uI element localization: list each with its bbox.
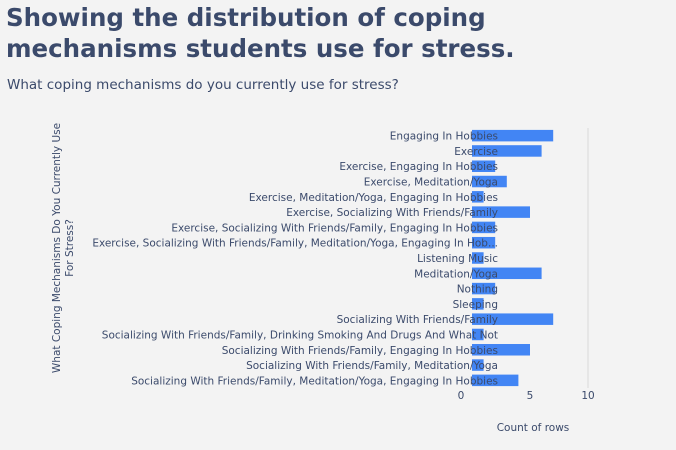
bars — [472, 129, 554, 387]
bar-2[interactable] — [472, 160, 496, 172]
category-label-2: Exercise, Engaging In Hobbies — [339, 161, 498, 173]
x-tick-10: 10 — [581, 390, 594, 402]
category-label-16: Socializing With Friends/Family, Meditat… — [131, 375, 498, 387]
category-labels: Engaging In Hobbies Exercise Exercise, Eng… — [92, 131, 498, 388]
x-tick-5: 5 — [527, 390, 534, 402]
x-axis-title: Count of rows — [497, 422, 570, 434]
category-label-3: Exercise, Meditation/Yoga — [364, 177, 498, 189]
chart-title: Showing the distribution of coping mecha… — [6, 3, 515, 63]
bar-7[interactable] — [472, 236, 496, 249]
bar-15[interactable] — [472, 359, 484, 371]
bar-10[interactable] — [472, 282, 496, 295]
bar-8[interactable] — [472, 252, 484, 264]
bar-11[interactable] — [472, 298, 484, 310]
bar-5[interactable] — [472, 206, 530, 218]
category-label-7: Exercise, Socializing With Friends/Famil… — [92, 238, 498, 250]
category-label-12: Socializing With Friends/Family — [337, 314, 498, 326]
y-axis-title: What Coping Mechanisms Do You Currently … — [51, 123, 76, 373]
bar-1[interactable] — [472, 145, 542, 157]
chart-subtitle: What coping mechanisms do you currently … — [7, 77, 399, 93]
y-axis-title-line-0: What Coping Mechanisms Do You Currently … — [51, 123, 63, 373]
category-label-6: Exercise, Socializing With Friends/Famil… — [171, 222, 498, 234]
category-label-11: Sleeping — [453, 299, 498, 311]
category-label-15: Socializing With Friends/Family, Meditat… — [246, 360, 498, 372]
bar-0[interactable] — [472, 129, 554, 142]
bar-13[interactable] — [472, 328, 484, 341]
x-tick-labels: 0 5 10 — [458, 390, 595, 402]
category-label-5: Exercise, Socializing With Friends/Famil… — [286, 207, 498, 219]
bar-9[interactable] — [472, 267, 542, 280]
x-tick-0: 0 — [458, 390, 465, 402]
bar-4[interactable] — [472, 191, 484, 203]
bar-12[interactable] — [472, 313, 554, 325]
bar-14[interactable] — [472, 344, 530, 356]
category-label-9: Meditation/Yoga — [414, 268, 498, 280]
bar-6[interactable] — [472, 221, 496, 234]
category-label-0: Engaging In Hobbies — [390, 131, 498, 143]
category-label-13: Socializing With Friends/Family, Drinkin… — [102, 329, 498, 341]
bar-16[interactable] — [472, 374, 519, 387]
category-label-8: Listening Music — [417, 253, 498, 265]
category-label-1: Exercise — [454, 146, 498, 158]
category-label-14: Socializing With Friends/Family, Engagin… — [222, 345, 498, 357]
category-label-10: Nothing — [457, 284, 498, 296]
y-axis-title-line-1: For Stress? — [64, 219, 76, 277]
bar-3[interactable] — [472, 175, 507, 188]
category-label-4: Exercise, Meditation/Yoga, Engaging In H… — [249, 192, 498, 204]
